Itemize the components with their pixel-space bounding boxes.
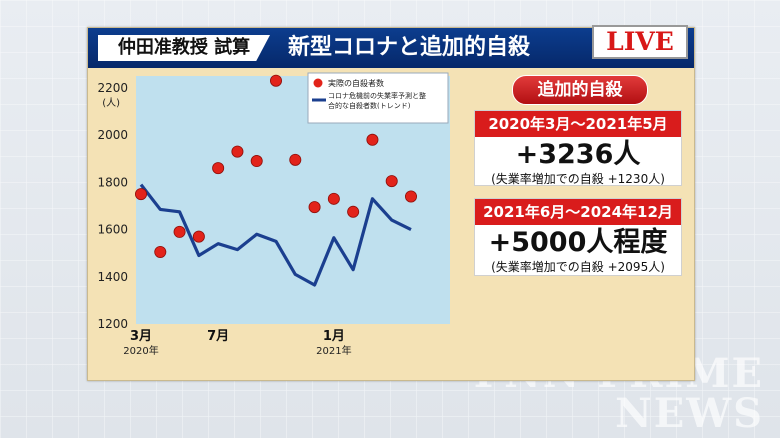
- legend-dot-icon: [313, 78, 323, 88]
- actual-point: [192, 230, 205, 243]
- x-year-label: 2021年: [316, 344, 351, 357]
- actual-point: [308, 201, 321, 214]
- y-tick-label: 1800: [97, 175, 128, 189]
- card-1-period: 2020年3月～2021年5月: [475, 111, 681, 137]
- actual-point: [289, 153, 302, 166]
- actual-point: [385, 175, 398, 188]
- card-1-note: (失業率増加での自殺 +1230人): [491, 172, 665, 186]
- actual-point: [135, 188, 148, 201]
- summary-card-2: 2021年6月～2024年12月 +5000人程度 (失業率増加での自殺 +20…: [474, 198, 682, 276]
- actual-point: [347, 205, 360, 218]
- card-1-value: +3236人: [515, 139, 641, 170]
- actual-point: [404, 190, 417, 203]
- legend-label-actual: 実際の自殺者数: [328, 78, 384, 88]
- panel-header: 仲田准教授 試算 新型コロナと追加的自殺 LIVE: [88, 25, 694, 68]
- x-year-label: 2020年: [123, 344, 158, 357]
- y-tick-label: 1600: [97, 223, 128, 237]
- watermark-line2: NEWS: [615, 390, 764, 437]
- actual-point: [212, 162, 225, 175]
- actual-point: [231, 145, 244, 158]
- news-panel: 仲田准教授 試算 新型コロナと追加的自殺 LIVE 1200 1400 1600 18…: [87, 25, 695, 381]
- y-tick-label: 2200: [97, 81, 128, 95]
- y-tick-label: 2000: [97, 128, 128, 142]
- legend-label-trend-2: 合的な自殺者数(トレンド): [328, 101, 411, 110]
- trend-line: [139, 183, 412, 287]
- actual-point: [269, 74, 282, 87]
- legend-label-trend: コロナ危機前の失業率予測と整: [328, 91, 426, 100]
- actual-point: [366, 133, 379, 146]
- actual-point: [154, 245, 167, 258]
- additional-suicide-badge: 追加的自殺: [512, 75, 648, 105]
- card-2-note: (失業率増加での自殺 +2095人): [491, 260, 665, 274]
- panel-title: 新型コロナと追加的自殺: [288, 35, 531, 60]
- x-tick-label: 7月: [207, 329, 229, 344]
- x-tick-label: 3月: [130, 329, 152, 344]
- actual-point: [327, 192, 340, 205]
- live-badge: LIVE: [592, 25, 688, 59]
- y-tick-label: 1200: [97, 317, 128, 331]
- actual-point: [173, 225, 186, 238]
- card-2-period: 2021年6月～2024年12月: [475, 199, 681, 225]
- y-unit-label: (人): [102, 97, 120, 109]
- x-tick-label: 1月: [323, 329, 345, 344]
- actual-point: [250, 155, 263, 168]
- y-tick-label: 1400: [97, 270, 128, 284]
- card-2-value: +5000人程度: [488, 227, 668, 258]
- source-tag: 仲田准教授 試算: [98, 35, 270, 61]
- summary-card-1: 2020年3月～2021年5月 +3236人 (失業率増加での自殺 +1230人…: [474, 110, 682, 186]
- legend-box: [307, 72, 449, 124]
